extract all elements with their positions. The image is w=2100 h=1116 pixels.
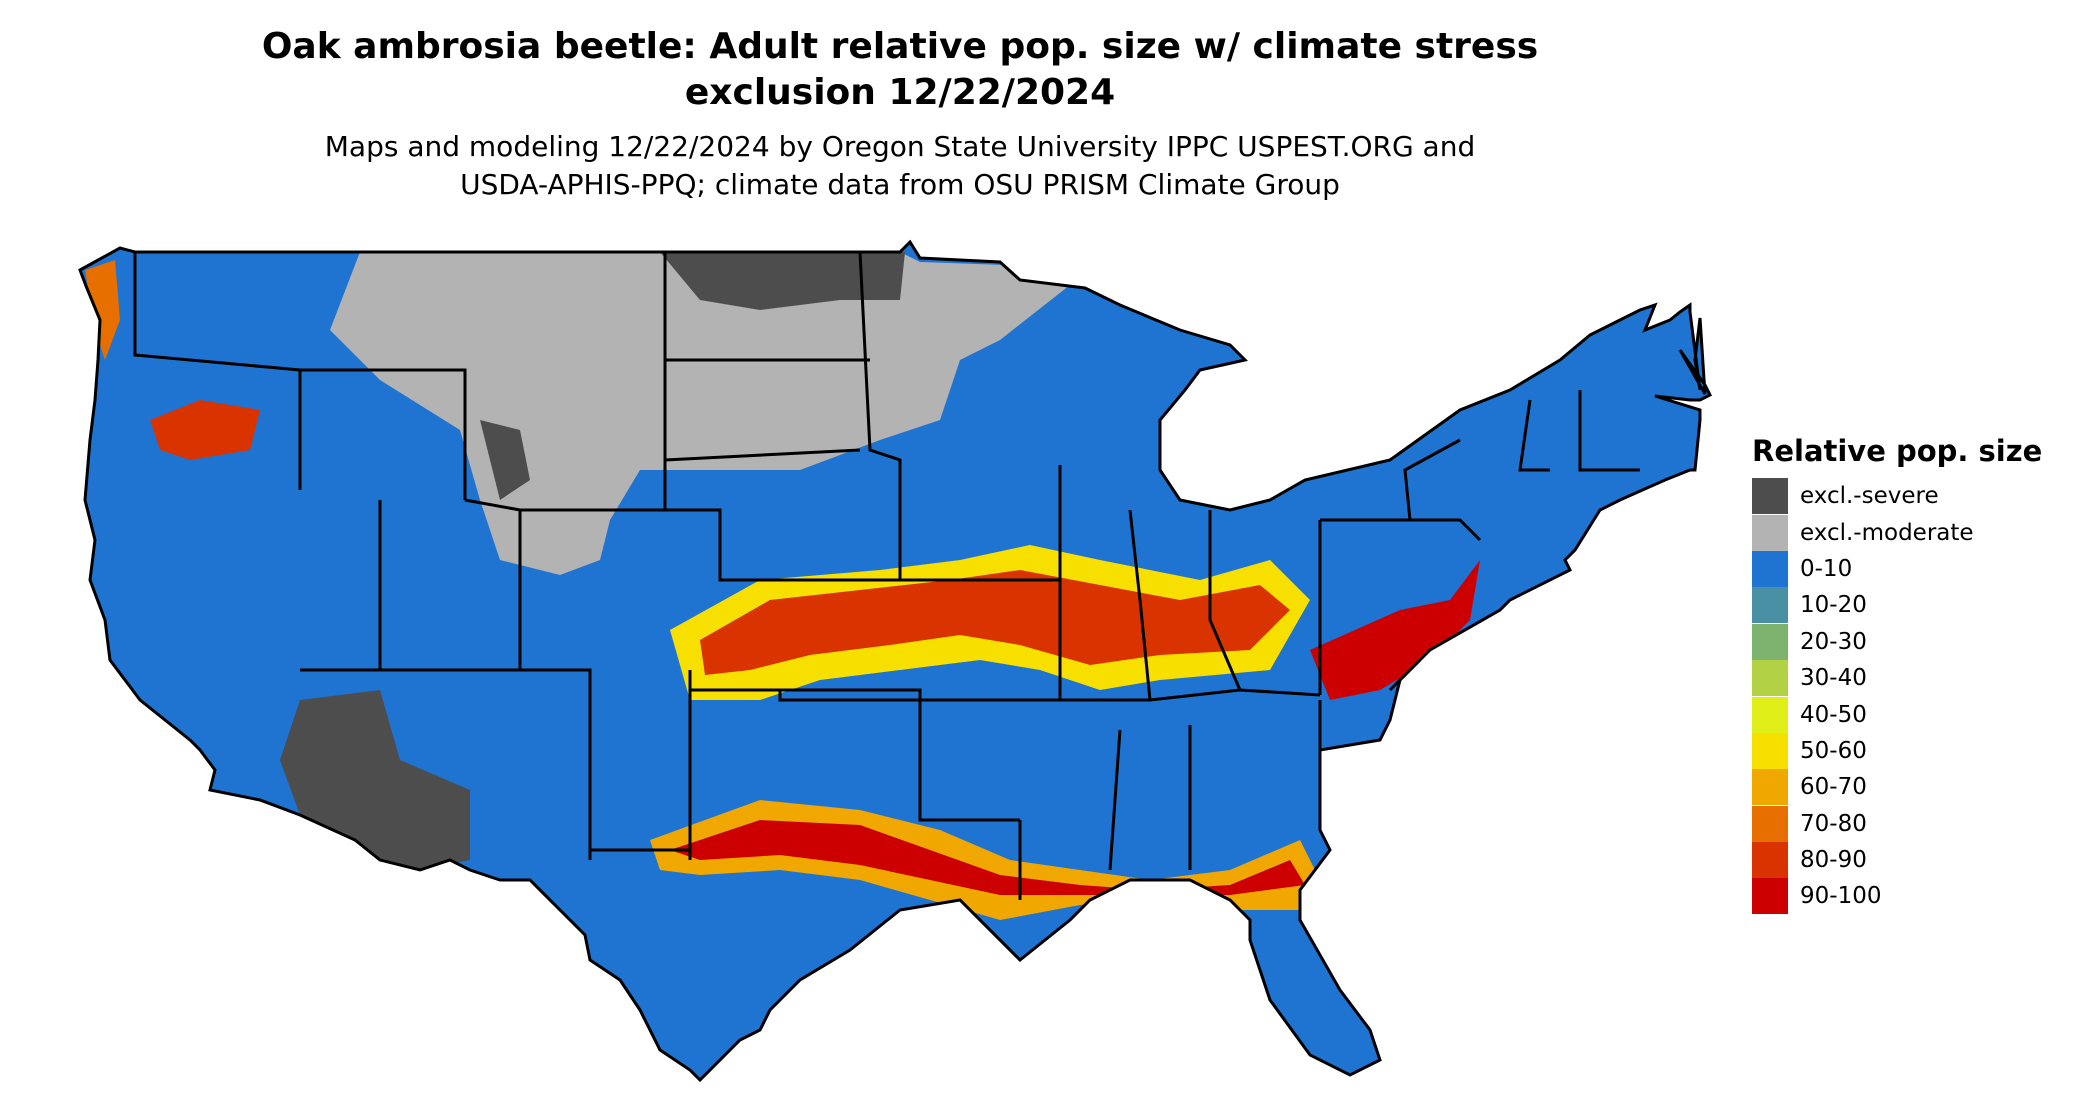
- legend-swatch: [1752, 878, 1788, 915]
- legend-label: 0-10: [1800, 555, 1853, 582]
- hot-oregon-interior: [150, 400, 260, 460]
- legend-swatch: [1752, 514, 1788, 551]
- title-line-2: exclusion 12/22/2024: [684, 72, 1116, 113]
- legend-item: 80-90: [1752, 842, 2042, 879]
- legend-swatch: [1752, 805, 1788, 842]
- legend: Relative pop. size excl.-severe excl.-mod…: [1752, 434, 2042, 915]
- legend-title: Relative pop. size: [1752, 434, 2043, 468]
- legend-label: excl.-moderate: [1800, 519, 1974, 546]
- excl-severe-north-minnesota: [660, 252, 905, 310]
- legend-item: 40-50: [1752, 696, 2042, 733]
- legend-item: 0-10: [1752, 550, 2042, 587]
- hot-mid-atlantic: [1310, 560, 1480, 700]
- legend-item: 90-100: [1752, 878, 2042, 915]
- map-subtitle: Maps and modeling 12/22/2024 by Oregon S…: [150, 128, 1650, 204]
- legend-label: 20-30: [1800, 628, 1867, 655]
- legend-item: excl.-severe: [1752, 478, 2042, 515]
- legend-item: 60-70: [1752, 769, 2042, 806]
- legend-swatch: [1752, 660, 1788, 697]
- legend-item: 30-40: [1752, 660, 2042, 697]
- legend-swatch: [1752, 842, 1788, 879]
- legend-swatch: [1752, 550, 1788, 587]
- hot-pacific-northwest: [85, 260, 120, 360]
- hot-gulf-coast: [670, 820, 1305, 895]
- legend-swatch: [1752, 587, 1788, 624]
- legend-label: 40-50: [1800, 701, 1867, 728]
- legend-label: 90-100: [1800, 883, 1882, 910]
- legend-item: 20-30: [1752, 623, 2042, 660]
- legend-items: excl.-severe excl.-moderate 0-10 10-20 20-30…: [1752, 478, 2042, 915]
- legend-swatch: [1752, 623, 1788, 660]
- legend-item: 10-20: [1752, 587, 2042, 624]
- legend-label: 30-40: [1800, 665, 1867, 692]
- subtitle-line-2: USDA-APHIS-PPQ; climate data from OSU PR…: [460, 168, 1340, 201]
- map-title: Oak ambrosia beetle: Adult relative pop.…: [150, 24, 1650, 116]
- excl-severe-wyoming: [480, 420, 530, 500]
- legend-swatch: [1752, 732, 1788, 769]
- legend-label: 60-70: [1800, 774, 1867, 801]
- title-line-1: Oak ambrosia beetle: Adult relative pop.…: [261, 26, 1539, 67]
- legend-label: 70-80: [1800, 810, 1867, 837]
- legend-item: excl.-moderate: [1752, 514, 2042, 551]
- legend-label: 50-60: [1800, 737, 1867, 764]
- subtitle-line-1: Maps and modeling 12/22/2024 by Oregon S…: [324, 130, 1476, 163]
- excl-moderate-north-plains: [330, 252, 1070, 575]
- legend-label: 80-90: [1800, 847, 1867, 874]
- legend-label: 10-20: [1800, 592, 1867, 619]
- hot-plains-corridor: [700, 570, 1290, 675]
- legend-swatch: [1752, 478, 1788, 515]
- legend-item: 70-80: [1752, 805, 2042, 842]
- excl-severe-southwest: [280, 690, 470, 870]
- legend-swatch: [1752, 696, 1788, 733]
- legend-swatch: [1752, 769, 1788, 806]
- legend-label: excl.-severe: [1800, 483, 1939, 510]
- legend-item: 50-60: [1752, 732, 2042, 769]
- population-raster: [80, 242, 1710, 1080]
- state-boundaries: [78, 240, 1712, 1082]
